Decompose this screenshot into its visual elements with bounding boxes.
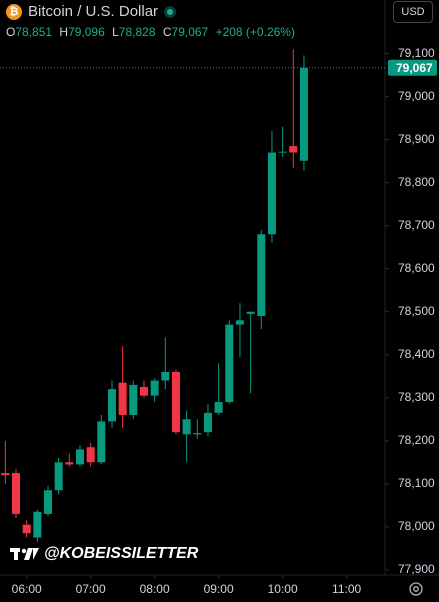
candle-body xyxy=(65,462,74,465)
symbol-title: Bitcoin / U.S. Dollar xyxy=(28,3,159,20)
settings-icon[interactable] xyxy=(409,582,423,596)
candle-body xyxy=(129,384,138,415)
ohlc-value: 79,096 xyxy=(68,25,105,39)
y-tick-label: 79,100 xyxy=(398,46,435,60)
candle-body xyxy=(75,449,84,465)
candle-body xyxy=(299,67,308,161)
y-tick-label: 78,000 xyxy=(398,519,435,533)
candle-body xyxy=(225,324,234,403)
candle-body xyxy=(289,146,298,153)
x-tick-label: 08:00 xyxy=(140,582,170,596)
ohlc-value: 78,828 xyxy=(118,25,156,39)
y-tick-label: 77,900 xyxy=(398,562,435,576)
candle-body xyxy=(278,151,287,153)
ohlc-key: C xyxy=(162,25,172,39)
y-tick-label: 78,900 xyxy=(398,132,435,146)
candle-body xyxy=(257,234,266,317)
y-tick-label: 78,100 xyxy=(398,476,435,490)
y-tick-label: 79,000 xyxy=(398,89,435,103)
candle-body xyxy=(1,473,10,476)
candle-body xyxy=(214,402,223,413)
candle-body xyxy=(150,380,159,396)
coin-icon: ₿ xyxy=(6,3,22,20)
candle-body xyxy=(246,311,255,314)
candle-body xyxy=(118,382,127,415)
candle-body xyxy=(22,524,31,534)
ohlc-value: 79,067 xyxy=(171,25,209,39)
candle-body xyxy=(139,387,148,396)
x-tick-label: 07:00 xyxy=(76,582,106,596)
candle-body xyxy=(43,490,52,514)
x-tick-label: 09:00 xyxy=(204,582,234,596)
candle-body xyxy=(86,447,95,463)
change: +208 (+0.26%) xyxy=(215,25,295,39)
y-tick-label: 78,600 xyxy=(398,261,435,275)
y-tick-label: 78,400 xyxy=(398,347,435,361)
currency-button[interactable]: USD xyxy=(393,1,433,23)
status-dot xyxy=(164,5,177,18)
y-tick-label: 78,800 xyxy=(398,175,435,189)
ohlc-key: H xyxy=(59,25,69,39)
header: ₿ Bitcoin / U.S. Dollar xyxy=(6,3,177,20)
y-tick-label: 78,700 xyxy=(398,218,435,232)
candle-body xyxy=(11,473,20,514)
candle-body xyxy=(203,412,212,433)
x-tick-label: 06:00 xyxy=(12,582,42,596)
y-tick-label: 78,200 xyxy=(398,433,435,447)
ohlc-value: 78,851 xyxy=(15,25,53,39)
ohlc: O78,851 H79,096 L78,828 C79,067 +208 (+0… xyxy=(6,25,299,39)
ohlc-key: O xyxy=(6,25,16,39)
candle-body xyxy=(235,320,244,325)
candle-body xyxy=(182,419,191,435)
candle-body xyxy=(171,371,180,433)
candle-body xyxy=(161,371,170,381)
y-tick-label: 78,300 xyxy=(398,390,435,404)
watermark-text: @KOBEISSILETTER xyxy=(44,545,199,562)
candle-body xyxy=(193,433,202,435)
y-tick-label: 78,500 xyxy=(398,304,435,318)
candle-body xyxy=(97,421,106,463)
candle-body xyxy=(33,511,42,538)
candle-body xyxy=(54,462,63,491)
watermark: @KOBEISSILETTER xyxy=(10,545,198,563)
candle-body xyxy=(107,389,116,422)
last-price-label: 79,067 xyxy=(396,61,433,75)
ohlc-key: L xyxy=(112,25,119,39)
x-tick-label: 10:00 xyxy=(268,582,298,596)
x-tick-label: 11:00 xyxy=(332,582,361,596)
last-price-tag xyxy=(388,59,437,76)
candle-body xyxy=(267,152,276,235)
tv-logo xyxy=(10,548,39,560)
